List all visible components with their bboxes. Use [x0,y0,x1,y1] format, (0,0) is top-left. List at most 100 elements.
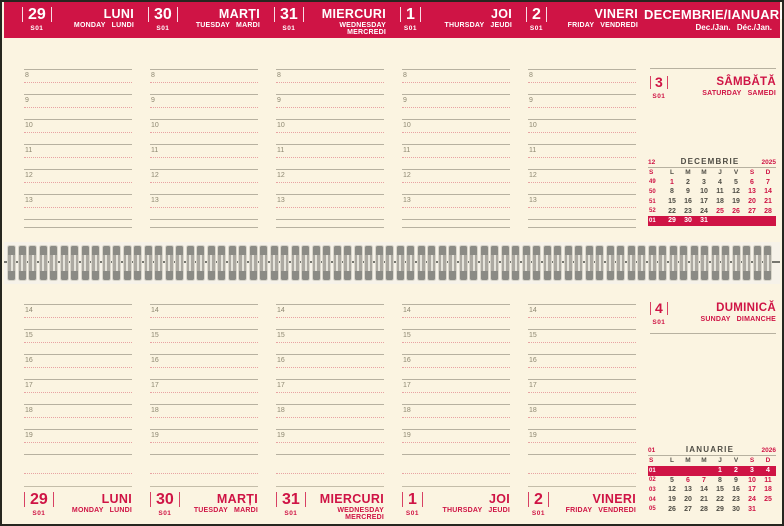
day-name-block: MARȚI TUESDAY MARDI [196,6,260,38]
day-name-translations: THURSDAY JEUDI [442,507,510,514]
spiral-loop [386,246,393,280]
date-number-block: 3 S01 [650,74,668,100]
half-hour-rule [24,392,132,393]
week-number-cell: 02 [649,477,656,484]
calendar-day-cell: 17 [748,486,756,494]
calendar-day-cell: 24 [748,496,756,504]
calendar-day-cell: 31 [700,217,708,225]
day-column-monday-pm: 14 15 16 17 18 19 [24,304,132,486]
hour-slot: 19 [24,429,132,454]
spiral-loop [249,246,257,280]
hour-label: 8 [25,72,29,79]
half-hour-rule [150,442,258,443]
spiral-loop [365,246,372,280]
footer-day-tuesday: 30 S01 MARȚI TUESDAY MARDI [150,486,258,524]
spiral-loop [71,246,78,280]
week-header-bar: 29 S01 LUNI MONDAY LUNDI 30 S01 MARȚI TU… [4,2,782,38]
half-hour-rule [276,442,384,443]
half-hour-rule [528,207,636,208]
calendar-day-cell: 12 [732,188,740,196]
hour-slot: 16 [150,354,258,379]
hour-slot: 17 [276,379,384,404]
hour-label: 12 [151,172,159,179]
calendar-day-cell: 11 [764,476,772,484]
half-hour-rule [528,157,636,158]
hour-label: 15 [403,332,411,339]
calendar-year: 2026 [761,447,776,454]
half-hour-rule [276,107,384,108]
spiral-loop [218,246,225,280]
hour-label: 14 [277,307,285,314]
day-name-block: MIERCURI WEDNESDAY MERCREDI [306,491,384,524]
day-name: MIERCURI [321,7,386,21]
spiral-loop [564,246,572,280]
half-hour-rule [276,417,384,418]
hour-slot: 18 [24,404,132,429]
hour-slot: 15 [276,329,384,354]
half-hour-rule [24,207,132,208]
week-number-cell: 01 [649,467,656,474]
day-name-block: LUNI MONDAY LUNDI [72,491,132,524]
spiral-loop [690,246,698,280]
hour-slot: 13 [150,194,258,219]
day-name-block: VINERI FRIDAY VENDREDI [566,491,636,524]
half-hour-rule [150,82,258,83]
saturday-separator-rule [650,68,776,69]
spiral-loop [92,246,99,280]
spiral-loop [617,246,624,280]
hour-slot: 9 [528,94,636,119]
week-number-cell: 05 [649,506,656,513]
hour-slot: 15 [402,329,510,354]
calendar-week-row: 01 1 2 3 4 [648,465,776,476]
week-number-cell: 52 [649,208,656,215]
spiral-loop [8,246,15,280]
hour-label: 14 [25,307,33,314]
half-hour-rule [276,132,384,133]
week-number-label: S01 [156,25,170,32]
half-hour-rule [402,317,510,318]
day-column-monday-am: 8 9 10 11 12 13 [24,69,132,228]
day-name: MARȚI [216,492,258,506]
column-margin-gap [24,220,132,227]
hour-slot: 10 [276,119,384,144]
hour-label: 8 [277,72,281,79]
hour-slot: 9 [150,94,258,119]
week-number-label: S01 [652,319,666,326]
header-day-thursday: 1 S01 JOI THURSDAY JEUDI [400,2,512,38]
month-subtitle: Dec./Jan. Déc./Jan. [695,23,772,32]
spiral-loop [396,246,404,280]
spiral-loop [291,246,299,280]
spiral-loop [722,246,729,280]
calendar-day-cell: 5 [734,178,738,186]
day-name: JOI [490,7,512,21]
half-hour-rule [402,207,510,208]
half-hour-rule [150,342,258,343]
calendar-title-row: 12 DECEMBRIE 2025 [648,157,776,168]
half-hour-rule [150,473,258,474]
day-column-thursday-am: 8 9 10 11 12 13 [402,69,510,228]
column-end-rule [150,219,258,220]
hour-label: 12 [277,172,285,179]
date-number-block: 1 S01 [400,6,421,38]
calendar-day-cell: 9 [734,476,738,484]
calendar-day-cell: 16 [732,486,740,494]
hour-slot: 9 [24,94,132,119]
half-hour-rule [528,182,636,183]
day-name-translations: TUESDAY MARDI [195,22,260,29]
hour-label: 16 [529,357,537,364]
spiral-loop [533,246,540,280]
calendar-day-cell: 15 [668,198,676,206]
week-number-label: S01 [32,510,46,517]
header-month-cell: DECEMBRIE/IANUARIE Dec./Jan. Déc./Jan. [644,2,782,38]
spiral-loop [312,246,320,280]
hour-slot: 13 [528,194,636,219]
calendar-day-cell: 10 [748,476,756,484]
spiral-loop [627,246,635,280]
hour-slot: 14 [528,304,636,329]
date-number-block: 1 S01 [402,491,423,524]
day-name-block: DUMINICĂ SUNDAY DIMANCHE [701,300,776,326]
half-hour-rule [402,473,510,474]
calendar-month-number: 12 [648,159,656,166]
